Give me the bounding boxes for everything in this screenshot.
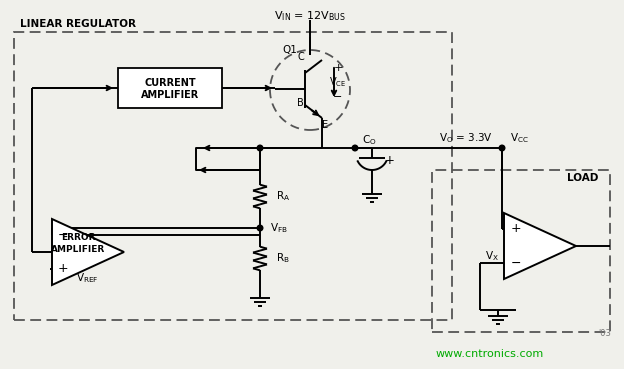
- Circle shape: [352, 145, 358, 151]
- Polygon shape: [504, 213, 576, 279]
- Bar: [14, 32, 452, 320]
- Text: +: +: [510, 223, 521, 235]
- Text: ERROR: ERROR: [61, 234, 95, 242]
- Circle shape: [257, 225, 263, 231]
- Text: B: B: [296, 98, 303, 108]
- Text: C: C: [297, 52, 304, 62]
- Text: AMPLIFIER: AMPLIFIER: [51, 245, 105, 255]
- Text: CURRENT: CURRENT: [144, 78, 196, 88]
- Text: $\mathregular{R_A}$: $\mathregular{R_A}$: [276, 190, 290, 203]
- Text: −: −: [511, 256, 521, 269]
- Text: $\mathregular{V_{REF}}$: $\mathregular{V_{REF}}$: [76, 271, 99, 285]
- Text: AMPLIFIER: AMPLIFIER: [141, 90, 199, 100]
- Text: $\mathregular{V_{CC}}$: $\mathregular{V_{CC}}$: [510, 131, 529, 145]
- Text: $\mathregular{V_X}$: $\mathregular{V_X}$: [485, 249, 499, 263]
- Text: $\mathregular{R_B}$: $\mathregular{R_B}$: [276, 252, 290, 265]
- Text: +: +: [333, 63, 343, 73]
- Text: $\mathregular{V_{CE}}$: $\mathregular{V_{CE}}$: [329, 75, 347, 89]
- Text: −: −: [58, 228, 68, 241]
- Text: LINEAR REGULATOR: LINEAR REGULATOR: [20, 19, 136, 29]
- Text: +: +: [385, 154, 395, 166]
- Text: Q1: Q1: [283, 45, 298, 55]
- Polygon shape: [52, 219, 124, 285]
- Text: LOAD: LOAD: [567, 173, 598, 183]
- Text: $\mathregular{V_{FB}}$: $\mathregular{V_{FB}}$: [270, 221, 288, 235]
- Text: −: −: [333, 92, 343, 102]
- Circle shape: [257, 145, 263, 151]
- Text: '03: '03: [598, 328, 612, 338]
- Text: +: +: [57, 262, 68, 276]
- Bar: [432, 170, 610, 332]
- Circle shape: [499, 145, 505, 151]
- Text: $\mathregular{C_O}$: $\mathregular{C_O}$: [362, 133, 377, 147]
- Text: $\mathregular{V_{IN}}$ = 12$\mathregular{V_{BUS}}$: $\mathregular{V_{IN}}$ = 12$\mathregular…: [274, 9, 346, 23]
- Text: E: E: [322, 120, 328, 130]
- FancyBboxPatch shape: [118, 68, 222, 108]
- Text: www.cntronics.com: www.cntronics.com: [436, 349, 544, 359]
- Text: $\mathregular{V_O}$ = 3.3V: $\mathregular{V_O}$ = 3.3V: [439, 131, 493, 145]
